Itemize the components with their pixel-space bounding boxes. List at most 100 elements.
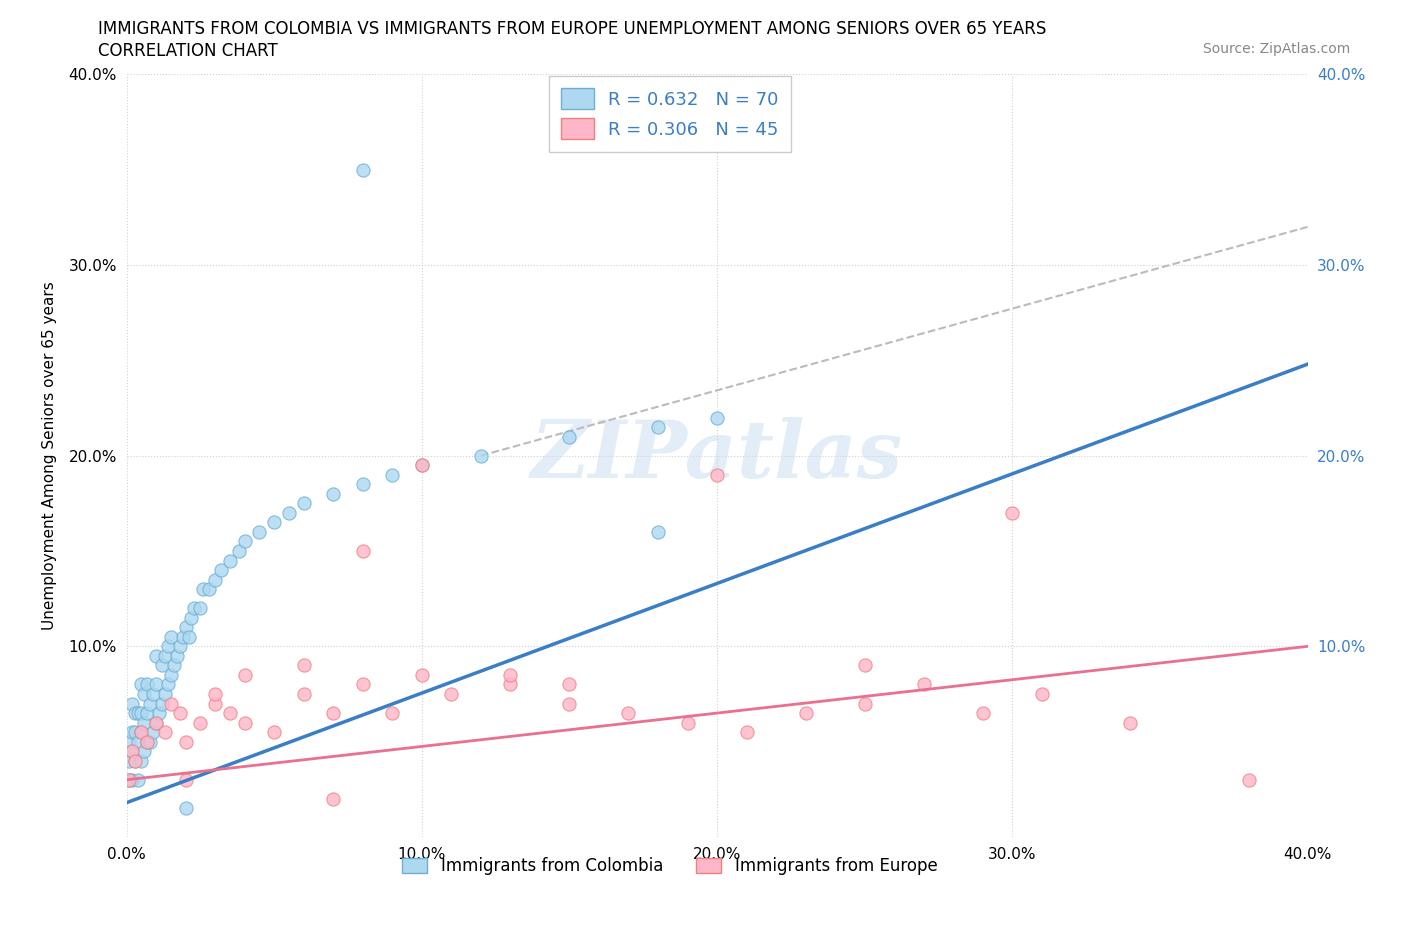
Point	[1237, 772, 1260, 787]
Point	[160, 630, 183, 644]
Point	[177, 630, 200, 644]
Point	[647, 525, 669, 539]
Point	[153, 648, 176, 663]
Point	[180, 610, 202, 625]
Point	[134, 744, 156, 759]
Point	[219, 553, 242, 568]
Point	[706, 467, 728, 482]
Point	[853, 696, 876, 711]
Point	[150, 696, 173, 711]
Point	[617, 706, 640, 721]
Point	[136, 706, 159, 721]
Point	[440, 686, 463, 701]
Point	[794, 706, 817, 721]
Point	[118, 772, 141, 787]
Point	[676, 715, 699, 730]
Point	[118, 735, 141, 750]
Point	[647, 419, 669, 434]
Point	[166, 648, 188, 663]
Text: CORRELATION CHART: CORRELATION CHART	[98, 42, 278, 60]
Point	[411, 668, 433, 683]
Point	[322, 791, 344, 806]
Point	[204, 572, 226, 587]
Point	[124, 706, 146, 721]
Point	[163, 658, 186, 673]
Point	[499, 677, 522, 692]
Point	[411, 458, 433, 472]
Point	[127, 735, 149, 750]
Point	[129, 753, 153, 768]
Point	[174, 772, 197, 787]
Point	[499, 668, 522, 683]
Point	[352, 163, 374, 178]
Point	[1031, 686, 1053, 701]
Point	[169, 706, 191, 721]
Point	[121, 744, 143, 759]
Point	[124, 724, 146, 739]
Point	[129, 706, 153, 721]
Point	[198, 582, 221, 597]
Point	[156, 639, 179, 654]
Point	[139, 735, 162, 750]
Point	[249, 525, 271, 539]
Point	[292, 658, 315, 673]
Point	[153, 686, 176, 701]
Point	[169, 639, 191, 654]
Point	[145, 677, 167, 692]
Point	[145, 715, 167, 730]
Point	[124, 753, 146, 768]
Point	[228, 543, 250, 558]
Point	[153, 724, 176, 739]
Point	[322, 706, 344, 721]
Point	[233, 534, 256, 549]
Point	[381, 706, 404, 721]
Point	[160, 696, 183, 711]
Text: IMMIGRANTS FROM COLOMBIA VS IMMIGRANTS FROM EUROPE UNEMPLOYMENT AMONG SENIORS OV: IMMIGRANTS FROM COLOMBIA VS IMMIGRANTS F…	[98, 20, 1047, 38]
Point	[124, 753, 146, 768]
Point	[853, 658, 876, 673]
Point	[174, 801, 197, 816]
Point	[263, 515, 285, 530]
Point	[735, 724, 758, 739]
Point	[558, 696, 581, 711]
Point	[136, 735, 159, 750]
Text: ZIPatlas: ZIPatlas	[531, 417, 903, 495]
Point	[139, 696, 162, 711]
Point	[142, 724, 165, 739]
Point	[352, 477, 374, 492]
Point	[121, 696, 143, 711]
Point	[209, 563, 232, 578]
Point	[558, 430, 581, 445]
Point	[972, 706, 994, 721]
Point	[145, 715, 167, 730]
Point	[121, 724, 143, 739]
Point	[292, 686, 315, 701]
Point	[129, 724, 153, 739]
Point	[142, 686, 165, 701]
Point	[1001, 506, 1024, 521]
Point	[193, 582, 215, 597]
Point	[233, 715, 256, 730]
Point	[118, 772, 141, 787]
Point	[136, 735, 159, 750]
Point	[148, 706, 170, 721]
Point	[121, 744, 143, 759]
Point	[352, 543, 374, 558]
Point	[292, 496, 315, 511]
Point	[136, 677, 159, 692]
Y-axis label: Unemployment Among Seniors over 65 years: Unemployment Among Seniors over 65 years	[42, 282, 58, 631]
Point	[188, 715, 212, 730]
Point	[150, 658, 173, 673]
Point	[121, 772, 143, 787]
Point	[118, 753, 141, 768]
Point	[174, 620, 197, 635]
Point	[174, 735, 197, 750]
Point	[233, 668, 256, 683]
Point	[134, 686, 156, 701]
Point	[912, 677, 935, 692]
Text: Source: ZipAtlas.com: Source: ZipAtlas.com	[1202, 42, 1350, 56]
Point	[160, 668, 183, 683]
Point	[1119, 715, 1142, 730]
Point	[381, 467, 404, 482]
Point	[322, 486, 344, 501]
